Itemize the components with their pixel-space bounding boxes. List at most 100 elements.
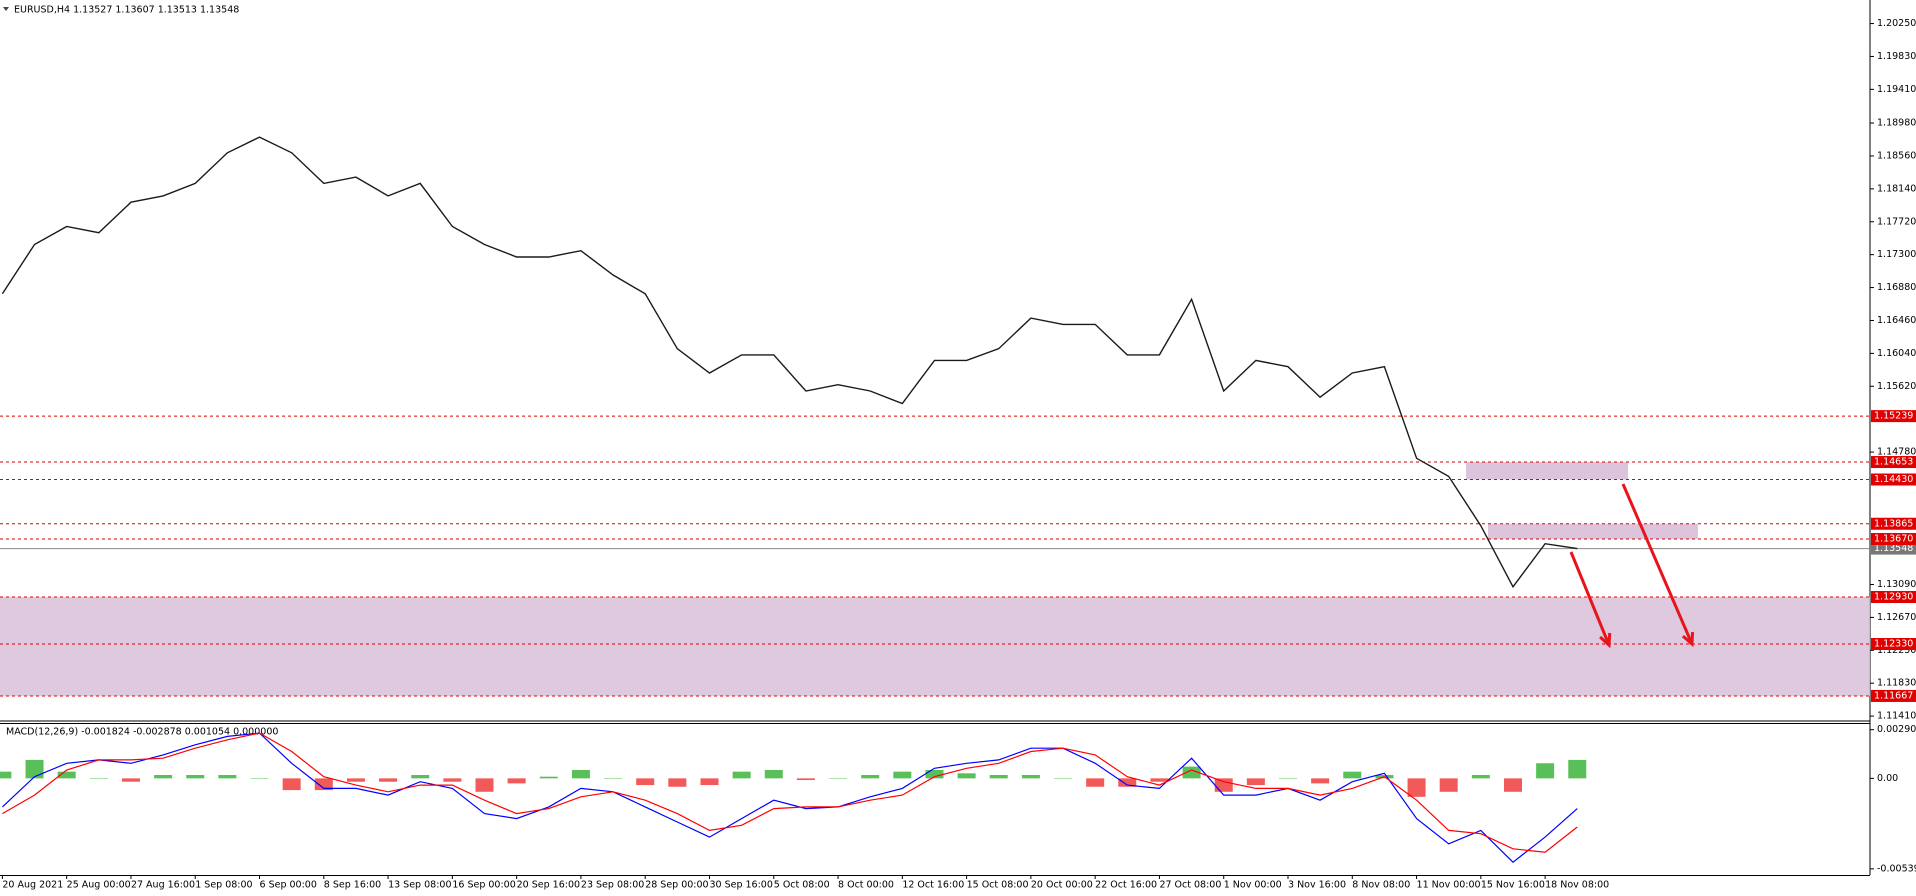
- y-tick-label: 1.11830: [1877, 678, 1916, 689]
- histogram-bar: [1343, 771, 1362, 779]
- histogram-bar: [25, 759, 44, 779]
- histogram-bar: [1118, 778, 1137, 787]
- macd-line: [1, 732, 1578, 863]
- x-tick-label: 27 Oct 08:00: [1159, 880, 1221, 891]
- current-price-label: 1.13548: [1874, 543, 1913, 554]
- macd-line: [2, 732, 1578, 853]
- histogram-bar: [732, 771, 751, 779]
- zone: [1466, 462, 1628, 480]
- y-tick-label: 1.12670: [1877, 612, 1916, 623]
- level-box: [1871, 517, 1916, 530]
- histogram-bar: [861, 775, 880, 779]
- histogram-bar: [1021, 775, 1040, 779]
- x-tick-label: 8 Oct 00:00: [838, 880, 894, 891]
- histogram-bar: [925, 769, 944, 779]
- histogram-bar: [893, 771, 912, 779]
- macd-title: MACD(12,26,9) -0.001824 -0.002878 0.0010…: [6, 727, 278, 738]
- histogram-bar: [668, 778, 687, 787]
- y-tick-label: 1.17300: [1877, 249, 1916, 260]
- histogram-bar: [1439, 778, 1458, 792]
- histogram-bar: [1471, 775, 1490, 779]
- x-tick-label: 20 Sep 16:00: [517, 880, 580, 891]
- x-tick-label: 30 Sep 16:00: [709, 880, 772, 891]
- histogram-bar: [539, 776, 558, 779]
- y-tick-label: -0.005394: [1877, 863, 1916, 874]
- arrow-head: [1681, 631, 1695, 648]
- histogram-bar: [282, 778, 301, 791]
- level-box: [1871, 591, 1916, 604]
- level-box: [1871, 533, 1916, 546]
- histogram-bar: [989, 775, 1008, 779]
- histogram-bar: [250, 778, 269, 779]
- histogram-bar: [443, 778, 462, 782]
- y-tick-label: 1.16040: [1877, 348, 1916, 359]
- y-tick-label: 1.20250: [1877, 18, 1916, 29]
- histogram-bar: [411, 775, 430, 779]
- histogram-bar: [1086, 778, 1105, 787]
- histogram-bar: [1182, 766, 1201, 779]
- histogram-bar: [346, 778, 365, 782]
- y-tick-label: 1.16880: [1877, 282, 1916, 293]
- histogram-bar: [154, 775, 173, 779]
- histogram-bar: [604, 778, 623, 779]
- x-tick-label: 22 Oct 16:00: [1095, 880, 1157, 891]
- histogram-bar: [379, 778, 398, 782]
- histogram-bar: [700, 778, 719, 786]
- histogram-bar: [1279, 778, 1297, 779]
- level-box: [1871, 410, 1916, 423]
- x-tick-label: 12 Oct 16:00: [902, 880, 964, 891]
- level-label: 1.13865: [1874, 518, 1913, 529]
- x-tick-label: 1 Nov 00:00: [1224, 880, 1282, 891]
- x-tick-label: 20 Oct 00:00: [1031, 880, 1093, 891]
- histogram-bar: [796, 778, 815, 781]
- x-tick-label: 6 Sep 00:00: [260, 880, 317, 891]
- x-tick-label: 8 Sep 16:00: [324, 880, 381, 891]
- histogram-bar: [1311, 778, 1330, 784]
- y-tick-label: 1.11410: [1877, 711, 1916, 722]
- x-tick-label: 3 Nov 16:00: [1288, 880, 1346, 891]
- y-tick-label: 0.002901: [1877, 724, 1916, 735]
- histogram-bar: [218, 775, 237, 779]
- y-tick-label: 1.16460: [1877, 315, 1916, 326]
- x-tick-label: 25 Aug 00:00: [67, 880, 131, 891]
- y-tick-label: 0.00: [1877, 773, 1898, 784]
- x-tick-label: 13 Sep 08:00: [388, 880, 451, 891]
- histogram-bar: [1214, 778, 1233, 792]
- x-tick-label: 15 Oct 08:00: [967, 880, 1029, 891]
- y-tick-label: 1.15620: [1877, 381, 1916, 392]
- histogram-bar: [1246, 778, 1265, 786]
- x-tick-label: 20 Aug 2021: [2, 880, 63, 891]
- level-label: 1.12330: [1874, 639, 1913, 650]
- histogram-bar: [1407, 778, 1426, 797]
- level-box: [1871, 638, 1916, 651]
- histogram-bar: [571, 769, 590, 779]
- histogram-bar: [121, 778, 140, 782]
- histogram-bar: [186, 775, 205, 779]
- x-tick-label: 23 Sep 08:00: [581, 880, 644, 891]
- y-tick-label: 1.12250: [1877, 645, 1916, 656]
- histogram-bar: [636, 778, 655, 786]
- level-box: [1871, 456, 1916, 469]
- arrow-head: [1599, 632, 1612, 649]
- menu-icon: [3, 7, 9, 11]
- histogram-bar: [1503, 778, 1522, 792]
- y-tick-label: 1.19410: [1877, 84, 1916, 95]
- x-tick-label: 18 Nov 08:00: [1545, 880, 1609, 891]
- histogram-bar: [1150, 778, 1169, 782]
- level-label: 1.12930: [1874, 592, 1913, 603]
- y-tick-label: 1.14780: [1877, 447, 1916, 458]
- histogram-bar: [829, 778, 848, 779]
- x-tick-label: 16 Sep 00:00: [452, 880, 515, 891]
- histogram-bar: [957, 773, 976, 779]
- x-tick-label: 8 Nov 08:00: [1352, 880, 1410, 891]
- y-tick-label: 1.19830: [1877, 51, 1916, 62]
- level-box: [1871, 473, 1916, 486]
- level-label: 1.14653: [1874, 457, 1913, 468]
- zone: [1488, 523, 1698, 540]
- y-tick-label: 1.13090: [1877, 579, 1916, 590]
- histogram-bar: [1054, 778, 1073, 779]
- histogram-bar: [507, 778, 526, 784]
- x-tick-label: 27 Aug 16:00: [131, 880, 195, 891]
